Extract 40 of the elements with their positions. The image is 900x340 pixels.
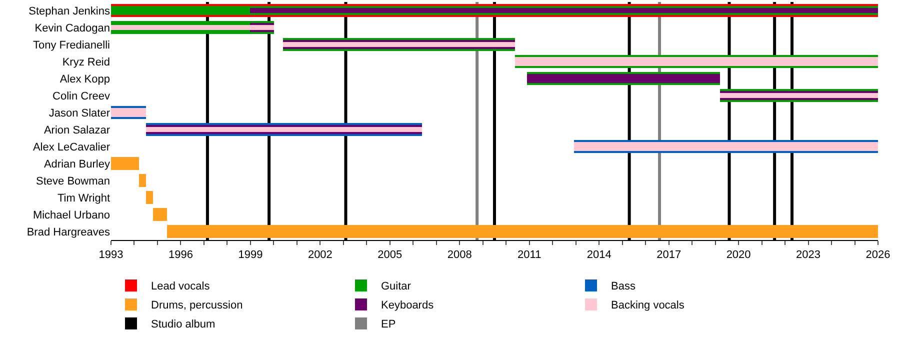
y-tick-label: Brad Hargreaves [26,226,110,238]
y-tick-label: Arion Salazar [44,124,110,136]
x-tick-label: 2017 [656,249,682,262]
x-tick-label: 2005 [378,249,402,262]
y-tick-label: Jason Slater [48,107,110,120]
y-tick-label: Alex LeCavalier [32,141,110,154]
legend-label: Guitar [381,280,412,293]
legend-label: Backing vocals [611,300,685,312]
y-tick-label: Kevin Cadogan [34,22,110,34]
legend-label: Bass [611,280,636,293]
y-tick-label: Tony Fredianelli [32,39,110,52]
bar [167,225,878,238]
x-tick-label: 1996 [168,249,193,262]
y-tick-label: Tim Wright [57,192,110,204]
legend-label: Lead vocals [151,280,210,293]
x-tick-label: 2014 [586,249,612,262]
x-tick-label: 2026 [866,249,890,262]
x-tick-label: 2002 [308,249,332,262]
legend-label: Studio album [151,318,216,331]
legend-label: Keyboards [381,300,434,312]
legend-label: EP [381,318,396,331]
legend-label: Drums, percussion [151,300,243,312]
y-tick-label: Adrian Burley [44,158,110,170]
y-tick-label: Stephan Jenkins [28,5,110,18]
y-tick-label: Steve Bowman [36,175,110,188]
y-tick-label: Alex Kopp [60,73,110,86]
x-tick-label: 2023 [796,249,821,262]
y-tick-label: Michael Urbano [32,209,110,222]
bar [146,191,153,204]
y-tick-label: Colin Creev [52,90,110,102]
bar [111,157,139,170]
bar [111,25,274,30]
y-tick-label: Kryz Reid [62,56,110,68]
bar [139,174,146,187]
bar [153,208,167,221]
x-tick-label: 2011 [518,249,542,262]
x-tick-label: 1999 [238,249,263,262]
x-tick-label: 1993 [98,249,124,262]
x-tick-label: 2020 [726,249,751,262]
x-tick-label: 2008 [447,249,472,262]
